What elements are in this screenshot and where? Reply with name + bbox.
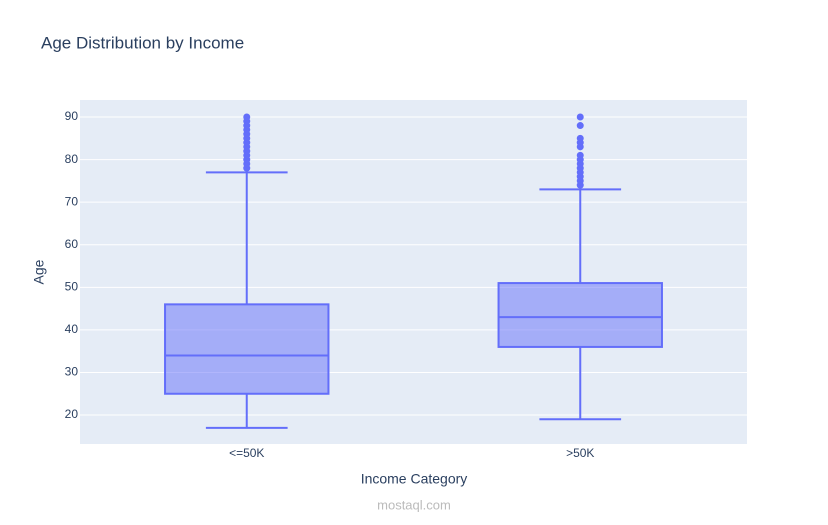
y-tick-label: 80 [65,152,79,166]
y-tick-label: 60 [65,237,79,251]
y-tick-label: 20 [65,407,79,421]
y-tick-label: 30 [65,365,79,379]
outlier [576,134,584,142]
outlier [576,122,584,130]
y-tick-label: 50 [65,279,79,293]
outlier [576,151,584,159]
watermark: mostaql.com [377,497,451,512]
outlier [576,113,584,121]
box [497,282,663,348]
outlier [243,113,251,121]
y-tick-label: 70 [65,194,79,208]
x-tick-label: <=50K [229,446,264,460]
x-tick-label: >50K [566,446,594,460]
x-axis-title: Income Category [361,471,468,487]
y-tick-label: 40 [65,322,79,336]
y-tick-label: 90 [65,109,79,123]
chart-title: Age Distribution by Income [41,33,244,52]
box [164,303,330,395]
y-axis-title: Age [31,259,47,284]
